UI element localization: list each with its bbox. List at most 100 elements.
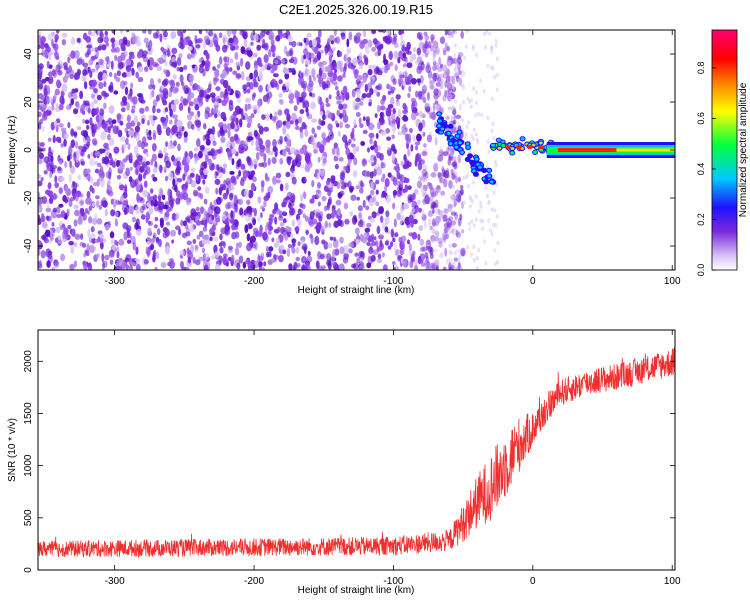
noise-cell (117, 174, 122, 180)
noise-cell (336, 208, 341, 216)
noise-cell (472, 223, 476, 228)
noise-cell (199, 171, 205, 180)
noise-cell (451, 221, 456, 227)
noise-cell (466, 183, 470, 189)
noise-cell (168, 199, 175, 206)
noise-cell (126, 114, 131, 123)
noise-cell (291, 176, 297, 185)
noise-cell (147, 59, 151, 68)
noise-cell (98, 205, 103, 210)
noise-cell (444, 89, 450, 99)
noise-cell (129, 157, 133, 164)
noise-cell (61, 83, 68, 92)
noise-cell (414, 265, 419, 270)
noise-cell (267, 230, 272, 235)
noise-cell (128, 129, 135, 137)
noise-cell (423, 220, 427, 229)
noise-cell (182, 173, 186, 181)
noise-cell (125, 65, 132, 72)
noise-cell (159, 33, 163, 43)
noise-cell (215, 95, 221, 103)
noise-cell (328, 55, 332, 62)
noise-cell (40, 250, 46, 259)
noise-cell (375, 179, 380, 185)
noise-cell (380, 193, 385, 199)
noise-cell (158, 238, 162, 248)
noise-cell (308, 80, 314, 88)
noise-cell (113, 146, 120, 154)
noise-cell (437, 171, 442, 178)
noise-cell (119, 120, 124, 126)
noise-cell (349, 211, 354, 217)
noise-cell (73, 242, 78, 248)
noise-cell (131, 32, 135, 41)
noise-cell (98, 82, 104, 90)
noise-cell (418, 31, 423, 39)
noise-cell (162, 87, 169, 96)
noise-cell (218, 122, 224, 129)
noise-cell (328, 34, 335, 43)
noise-cell (46, 215, 49, 221)
noise-cell (199, 206, 205, 215)
noise-cell (433, 165, 439, 172)
noise-cell (232, 111, 239, 116)
noise-cell (40, 147, 46, 152)
noise-cell (95, 64, 101, 69)
noise-cell (464, 132, 468, 137)
noise-cell (456, 62, 460, 68)
noise-cell (438, 241, 443, 248)
noise-cell (197, 150, 203, 159)
noise-cell (366, 241, 371, 247)
noise-cell (284, 72, 290, 80)
noise-cell (429, 80, 435, 85)
noise-cell (437, 172, 443, 180)
noise-cell (408, 243, 412, 251)
noise-cell (137, 93, 143, 98)
noise-cell (390, 86, 396, 92)
noise-cell (414, 101, 418, 107)
noise-cell (64, 133, 69, 140)
signal-cell (472, 171, 479, 177)
noise-cell (164, 175, 169, 182)
noise-cell (335, 36, 341, 44)
noise-cell (451, 231, 455, 236)
noise-cell (453, 215, 458, 222)
noise-cell (215, 171, 219, 176)
noise-cell (124, 86, 129, 96)
noise-cell (69, 197, 75, 202)
noise-cell (117, 55, 123, 64)
noise-cell (205, 30, 209, 34)
noise-cell (279, 135, 283, 145)
noise-cell (67, 91, 73, 99)
noise-cell (116, 251, 120, 259)
noise-cell (370, 233, 375, 243)
noise-cell (237, 241, 243, 249)
noise-cell (68, 65, 73, 73)
noise-cell (46, 60, 50, 69)
colorbar-tick-label: 0.2 (696, 213, 706, 226)
noise-cell (464, 44, 468, 50)
noise-cell (246, 49, 253, 58)
noise-cell (300, 239, 305, 246)
noise-cell (479, 204, 483, 209)
noise-cell (175, 197, 181, 205)
noise-cell (74, 233, 81, 240)
noise-cell (290, 192, 296, 201)
noise-cell (322, 81, 327, 90)
noise-cell (91, 202, 96, 207)
signal-cell (498, 147, 501, 150)
noise-cell (182, 191, 189, 201)
noise-cell (148, 114, 154, 122)
noise-cell (72, 93, 78, 100)
noise-cell (292, 264, 296, 270)
noise-cell (66, 155, 71, 162)
noise-cell (169, 119, 173, 125)
noise-cell (442, 214, 448, 222)
noise-cell (228, 67, 233, 72)
noise-cell (282, 148, 287, 157)
noise-cell (236, 262, 241, 270)
noise-cell (164, 228, 170, 237)
noise-cell (385, 128, 390, 134)
noise-cell (227, 85, 231, 92)
noise-cell (364, 83, 369, 93)
